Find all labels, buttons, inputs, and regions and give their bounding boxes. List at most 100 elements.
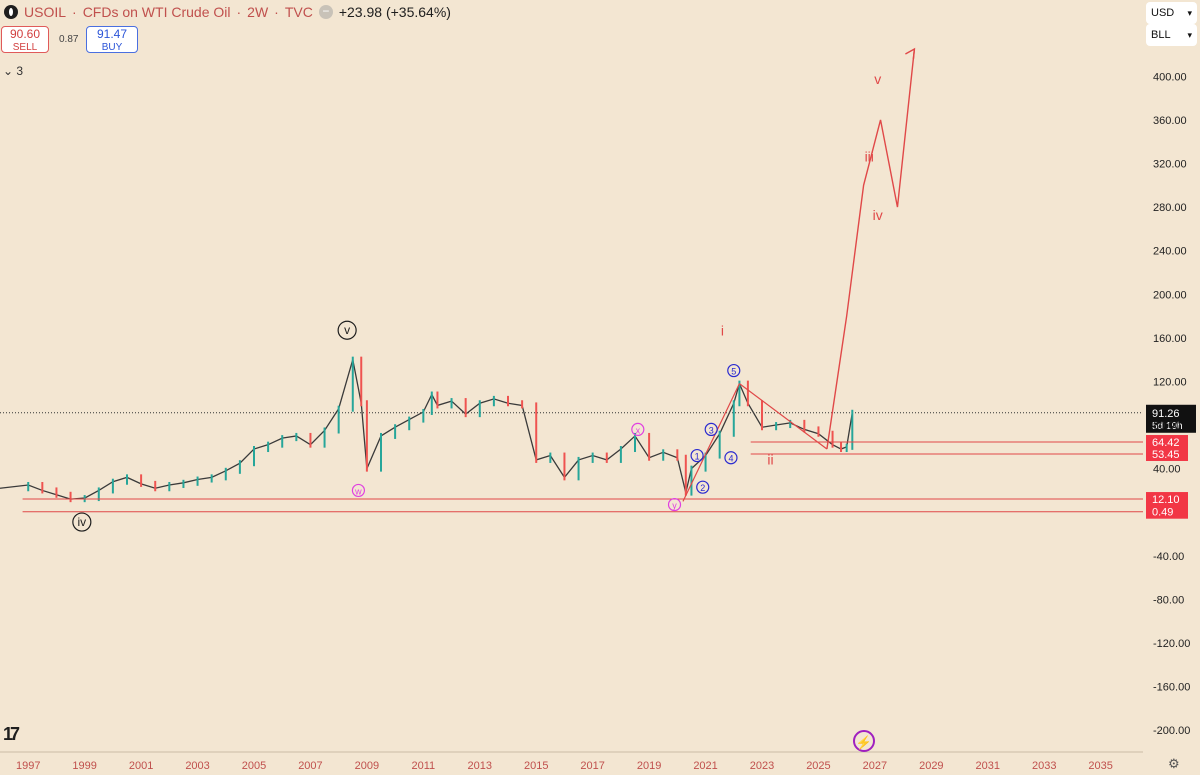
projection-line — [826, 48, 916, 450]
level-tag — [1146, 504, 1188, 519]
unit-select[interactable]: BLL ▾ — [1146, 24, 1197, 46]
x-tick-label: 2023 — [750, 760, 774, 772]
x-tick-label: 2007 — [298, 760, 322, 772]
wave-line — [739, 383, 828, 450]
wave-label: 1 — [695, 452, 700, 462]
x-tick-label: 2035 — [1088, 760, 1112, 772]
x-tick-label: 2031 — [976, 760, 1000, 772]
wave-label: w — [354, 486, 362, 496]
x-tick-label: 2005 — [242, 760, 266, 772]
y-tick-label: 160.00 — [1153, 333, 1187, 345]
tradingview-logo[interactable]: 17 — [3, 724, 20, 744]
wave-label: 3 — [709, 425, 714, 435]
symbol-description: CFDs on WTI Crude Oil — [82, 4, 231, 20]
x-tick-label: 1997 — [16, 760, 40, 772]
symbol-name[interactable]: USOIL — [24, 4, 67, 20]
interval-label[interactable]: 2W — [247, 4, 269, 20]
x-tick-label: 2011 — [412, 760, 436, 772]
countdown-label: 5d 19h — [1152, 421, 1183, 432]
x-tick-label: 2021 — [693, 760, 717, 772]
y-tick-label: 360.00 — [1153, 115, 1187, 127]
y-tick-label: 80.00 — [1153, 420, 1181, 432]
y-tick-label: -40.00 — [1153, 551, 1184, 563]
currency-value: USD — [1151, 7, 1175, 19]
x-tick-label: 2001 — [129, 760, 153, 772]
y-tick-label: -80.00 — [1153, 594, 1184, 606]
x-tick-label: 2009 — [355, 760, 379, 772]
current-price-tag — [1146, 404, 1196, 433]
y-tick-label: -200.00 — [1153, 725, 1190, 737]
x-tick-label: 2015 — [524, 760, 548, 772]
y-tick-label: 240.00 — [1153, 246, 1187, 258]
wave-label-circle — [351, 483, 366, 498]
level-label: 64.42 — [1152, 437, 1180, 449]
indicator-count: 3 — [16, 64, 24, 78]
y-tick-label: 400.00 — [1153, 71, 1187, 83]
wave-label: 4 — [728, 454, 733, 464]
wave-label: iv — [873, 207, 883, 223]
source-label: TVC — [284, 4, 313, 20]
wave-label: ii — [767, 451, 773, 467]
lightning-icon[interactable]: ⚡ — [853, 730, 875, 752]
unit-value: BLL — [1151, 29, 1171, 41]
gear-icon[interactable]: ⚙ — [1168, 756, 1180, 771]
x-tick-label: 2025 — [806, 760, 830, 772]
level-tag — [1146, 446, 1188, 461]
sell-price: 90.60 — [9, 27, 41, 41]
x-tick-label: 1999 — [72, 760, 96, 772]
chevron-down-icon: ▾ — [1187, 8, 1192, 18]
y-tick-label: 200.00 — [1153, 289, 1187, 301]
level-label: 53.45 — [1152, 449, 1180, 461]
wave-label: 5 — [731, 367, 736, 377]
oil-drop-icon — [4, 5, 18, 19]
indicator-toggle[interactable]: ⌄ 3 — [3, 64, 23, 78]
current-price-label: 91.26 — [1152, 408, 1180, 420]
level-tag — [1146, 492, 1188, 507]
y-tick-label: 40.00 — [1153, 464, 1181, 476]
level-label: 12.10 — [1152, 494, 1180, 506]
y-tick-label: 320.00 — [1153, 158, 1187, 170]
level-tag — [1146, 435, 1188, 450]
wave-label-circle — [724, 451, 738, 465]
wave-label: i — [721, 323, 724, 339]
wave-label: v — [874, 71, 881, 87]
x-tick-label: 2033 — [1032, 760, 1056, 772]
wave-layer — [22, 47, 1143, 513]
wave-label-circle — [696, 480, 710, 494]
x-axis: 1997 1999 2001 2003 2005 2007 2009 2011 2013 2015… — [0, 751, 1143, 772]
wave-label-circle — [704, 422, 718, 437]
wave-label-circle — [667, 498, 682, 512]
buy-button[interactable]: 91.47 BUY — [86, 26, 138, 53]
level-label: 0.49 — [1152, 507, 1173, 519]
hide-icon[interactable]: − — [318, 5, 333, 19]
wave-label-circle — [72, 512, 92, 532]
wave-label-circle — [690, 448, 704, 463]
wave-label: iv — [78, 515, 87, 529]
currency-select[interactable]: USD ▾ — [1146, 2, 1197, 24]
wave-line — [682, 383, 740, 502]
x-tick-label: 2013 — [468, 760, 492, 772]
wave-label-circle — [631, 422, 645, 437]
price-line — [0, 359, 853, 500]
x-tick-label: 2017 — [580, 760, 604, 772]
wave-label: v — [344, 323, 350, 337]
wave-label: 2 — [700, 483, 705, 493]
y-tick-label: 120.00 — [1153, 376, 1187, 388]
sell-button[interactable]: 90.60 SELL — [1, 26, 49, 53]
wave-label: y — [672, 501, 677, 511]
x-tick-label: 2003 — [185, 760, 209, 772]
buy-price: 91.47 — [96, 27, 128, 41]
wave-label: x — [636, 425, 641, 435]
sell-label: SELL — [12, 42, 38, 53]
y-tick-label: -160.00 — [1153, 682, 1190, 694]
wave-label-circle — [727, 363, 741, 378]
symbol-header: USOIL · CFDs on WTI Crude Oil · 2W · TVC… — [4, 4, 451, 20]
price-layer — [0, 356, 854, 503]
price-change: +23.98 (+35.64%) — [338, 4, 451, 20]
x-tick-label: 2027 — [863, 760, 887, 772]
y-tick-label: 280.00 — [1153, 202, 1187, 214]
projection-arrowhead — [905, 47, 916, 60]
